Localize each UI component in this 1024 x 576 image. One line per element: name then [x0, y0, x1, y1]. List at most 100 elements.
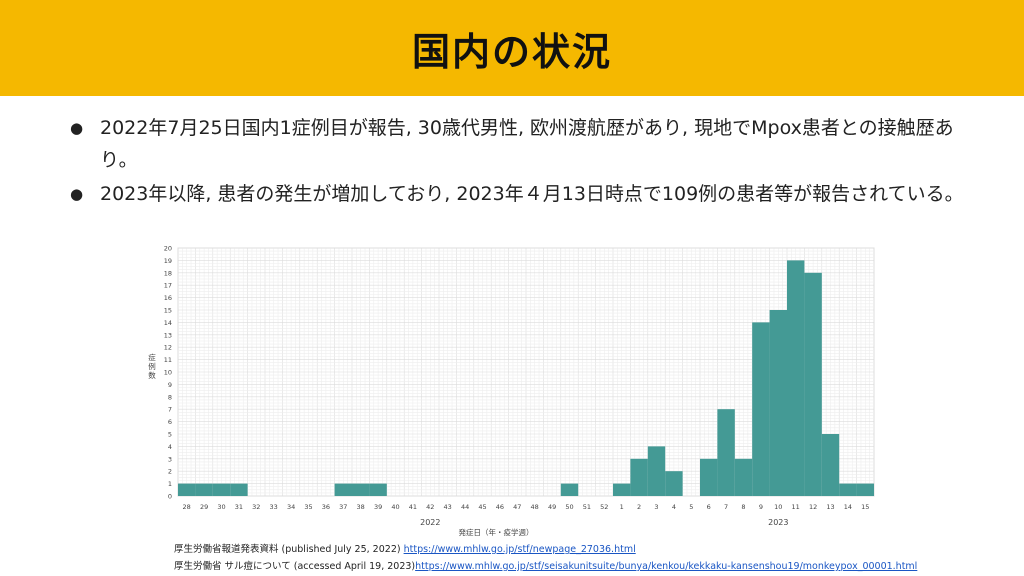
bar	[369, 483, 387, 496]
x-tick-label: 40	[391, 503, 399, 511]
bar	[212, 483, 231, 496]
bar	[560, 483, 579, 496]
bar	[665, 471, 683, 496]
x-tick-label: 5	[689, 503, 693, 511]
x-axis-label: 発症日（年・疫学週）	[459, 527, 534, 537]
y-tick-label: 18	[164, 269, 172, 277]
x-tick-label: 15	[861, 503, 869, 511]
x-tick-label: 2	[637, 503, 641, 511]
bar	[856, 483, 874, 496]
x-tick-label: 35	[304, 503, 312, 511]
x-tick-label: 30	[217, 503, 225, 511]
x-tick-label: 14	[844, 503, 852, 511]
y-tick-label: 4	[168, 443, 172, 451]
y-tick-label: 19	[164, 257, 172, 265]
y-axis-label: 症例数	[148, 352, 156, 380]
source-text: 厚生労働省報道発表資料 (published July 25, 2022)	[174, 544, 404, 555]
x-tick-label: 41	[409, 503, 417, 511]
bar	[769, 310, 787, 496]
x-tick-label: 33	[270, 503, 278, 511]
bullet-item: ● 2023年以降, 患者の発生が増加しており, 2023年４月13日時点で10…	[70, 178, 970, 210]
bar	[230, 483, 248, 496]
y-tick-label: 15	[164, 307, 172, 315]
page-title: 国内の状況	[411, 29, 612, 74]
x-tick-label: 7	[724, 503, 728, 511]
bar	[821, 434, 840, 496]
bar	[647, 446, 666, 496]
bar	[630, 458, 648, 496]
x-tick-label: 34	[287, 503, 295, 511]
bullet-item: ● 2022年7月25日国内1症例目が報告, 30歳代男性, 欧州渡航歴があり,…	[70, 112, 970, 176]
source-citation: 厚生労働省 サル痘について (accessed April 19, 2023)h…	[174, 558, 917, 572]
x-tick-label: 13	[826, 503, 834, 511]
x-tick-label: 51	[583, 503, 591, 511]
source-link[interactable]: https://www.mhlw.go.jp/stf/newpage_27036…	[403, 544, 636, 555]
source-link[interactable]: https://www.mhlw.go.jp/stf/seisakunitsui…	[415, 561, 918, 572]
x-tick-label: 28	[183, 503, 191, 511]
bar	[195, 483, 213, 496]
x-tick-label: 1	[620, 503, 624, 511]
x-tick-label: 42	[426, 503, 434, 511]
bar	[334, 483, 352, 496]
x-tick-label: 4	[672, 503, 676, 511]
y-tick-label: 11	[164, 356, 172, 364]
bar	[839, 483, 857, 496]
y-tick-label: 6	[168, 418, 172, 426]
bullet-text: 2023年以降, 患者の発生が増加しており, 2023年４月13日時点で109例…	[100, 183, 964, 205]
y-tick-label: 3	[168, 455, 172, 463]
title-banner: 国内の状況	[0, 0, 1024, 96]
y-tick-label: 12	[164, 344, 172, 352]
y-tick-label: 16	[164, 294, 172, 302]
x-tick-label: 32	[252, 503, 260, 511]
x-tick-label: 50	[565, 503, 573, 511]
y-tick-label: 13	[164, 331, 172, 339]
year-label: 2023	[768, 518, 788, 527]
y-tick-label: 10	[164, 369, 172, 377]
bar	[178, 483, 196, 496]
y-tick-label: 2	[168, 468, 172, 476]
x-tick-label: 46	[496, 503, 504, 511]
bar	[734, 458, 753, 496]
y-tick-label: 5	[168, 431, 172, 439]
y-tick-label: 20	[164, 245, 172, 253]
x-tick-label: 12	[809, 503, 817, 511]
y-tick-label: 9	[168, 381, 172, 389]
x-tick-label: 10	[774, 503, 782, 511]
bullet-list: ● 2022年7月25日国内1症例目が報告, 30歳代男性, 欧州渡航歴があり,…	[70, 112, 970, 212]
bar	[787, 260, 805, 496]
x-tick-label: 43	[444, 503, 452, 511]
x-tick-label: 38	[357, 503, 365, 511]
bullet-text: 2022年7月25日国内1症例目が報告, 30歳代男性, 欧州渡航歴があり, 現…	[100, 117, 954, 171]
x-tick-label: 44	[461, 503, 469, 511]
x-tick-label: 9	[759, 503, 763, 511]
x-tick-label: 37	[339, 503, 347, 511]
x-tick-label: 8	[741, 503, 745, 511]
year-label: 2022	[420, 518, 440, 527]
x-tick-label: 11	[792, 503, 800, 511]
x-tick-label: 6	[707, 503, 711, 511]
x-tick-label: 36	[322, 503, 330, 511]
y-tick-label: 14	[164, 319, 172, 327]
y-tick-label: 1	[168, 480, 172, 488]
bar	[717, 409, 735, 496]
y-tick-label: 8	[168, 393, 172, 401]
x-tick-label: 45	[478, 503, 486, 511]
y-tick-label: 17	[164, 282, 172, 290]
bar	[752, 322, 770, 496]
x-tick-label: 3	[654, 503, 658, 511]
bullet-dot-icon: ●	[70, 119, 84, 137]
source-citation: 厚生労働省報道発表資料 (published July 25, 2022) ht…	[174, 541, 636, 555]
bar	[700, 458, 718, 496]
bar	[352, 483, 370, 496]
x-tick-label: 49	[548, 503, 556, 511]
x-tick-label: 39	[374, 503, 382, 511]
bar	[613, 483, 631, 496]
bar	[804, 272, 822, 496]
y-tick-label: 0	[168, 493, 172, 501]
x-tick-label: 31	[235, 503, 243, 511]
x-tick-label: 48	[531, 503, 539, 511]
source-text: 厚生労働省 サル痘について (accessed April 19, 2023)	[174, 561, 416, 572]
bullet-dot-icon: ●	[70, 185, 84, 203]
x-tick-label: 47	[513, 503, 521, 511]
